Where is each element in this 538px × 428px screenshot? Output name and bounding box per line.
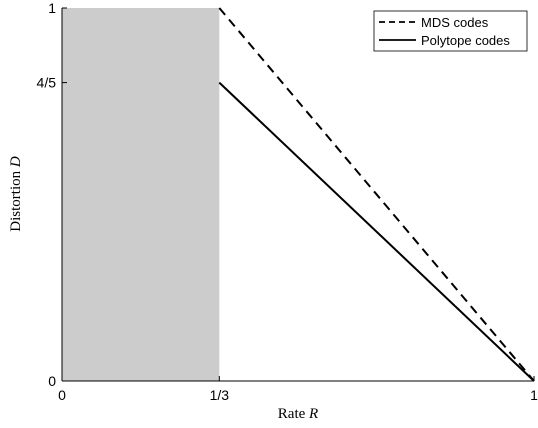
legend-label-polytope-codes: Polytope codes <box>421 33 510 48</box>
ticks: 0 1/3 1 0 4/5 1 <box>37 0 538 403</box>
axes <box>61 8 534 382</box>
y-tick-label: 0 <box>48 373 56 389</box>
x-axis-label: Rate R <box>278 406 318 422</box>
x-tick-label: 1 <box>530 387 538 403</box>
legend-label-mds-codes: MDS codes <box>421 15 489 30</box>
x-tick-label: 0 <box>58 387 66 403</box>
y-axis-label: Distortion D <box>8 156 24 232</box>
series-line-mds-codes <box>218 7 535 382</box>
y-tick-label: 1 <box>48 0 56 16</box>
y-tick-label: 4/5 <box>37 75 57 91</box>
x-tick-label: 1/3 <box>210 387 230 403</box>
series-line-polytope-codes <box>218 81 535 382</box>
shaded-region <box>62 8 220 381</box>
legend-box <box>373 10 528 52</box>
series-layer <box>218 7 535 382</box>
legend: MDS codes Polytope codes <box>373 10 528 52</box>
